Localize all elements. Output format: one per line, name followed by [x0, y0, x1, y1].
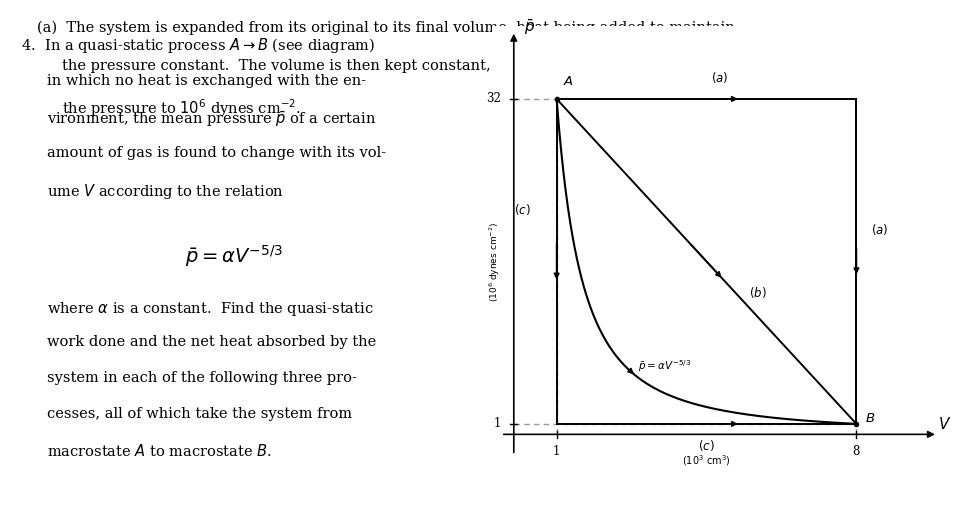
Text: amount of gas is found to change with its vol-: amount of gas is found to change with it…	[47, 146, 386, 160]
Text: in which no heat is exchanged with the en-: in which no heat is exchanged with the e…	[47, 74, 366, 88]
Text: the pressure to $10^6$ dynes cm$^{-2}$.: the pressure to $10^6$ dynes cm$^{-2}$.	[62, 97, 301, 119]
Text: $(10^3\ \mathrm{cm}^3)$: $(10^3\ \mathrm{cm}^3)$	[682, 453, 731, 468]
Text: macrostate $A$ to macrostate $B$.: macrostate $A$ to macrostate $B$.	[47, 443, 272, 459]
Text: $(a)$: $(a)$	[711, 70, 728, 86]
Text: $\bar{p} = \alpha V^{-5/3}$: $\bar{p} = \alpha V^{-5/3}$	[638, 358, 691, 374]
Text: cesses, all of which take the system from: cesses, all of which take the system fro…	[47, 407, 352, 421]
Text: 8: 8	[853, 445, 860, 458]
Text: $(c)$: $(c)$	[698, 437, 715, 453]
Text: (a)  The system is expanded from its original to its final volume, heat being ad: (a) The system is expanded from its orig…	[37, 20, 735, 35]
Text: $\bar{p} = \alpha V^{-5/3}$: $\bar{p} = \alpha V^{-5/3}$	[185, 243, 284, 269]
Text: $A$: $A$	[563, 75, 574, 89]
Text: 4.  In a quasi-static process $A \rightarrow B$ (see diagram): 4. In a quasi-static process $A \rightar…	[21, 36, 375, 55]
Text: $\bar{p}$: $\bar{p}$	[525, 18, 535, 37]
Text: $(a)$: $(a)$	[872, 223, 889, 238]
Text: $(c)$: $(c)$	[514, 202, 531, 217]
Text: 32: 32	[487, 93, 501, 105]
Text: 1: 1	[493, 417, 501, 431]
Text: the pressure constant.  The volume is then kept constant, and heat is extracted : the pressure constant. The volume is the…	[62, 59, 728, 73]
Text: $V$: $V$	[938, 416, 951, 432]
Text: ume $V$ according to the relation: ume $V$ according to the relation	[47, 182, 284, 201]
Text: system in each of the following three pro-: system in each of the following three pr…	[47, 371, 357, 385]
Text: $B$: $B$	[865, 412, 876, 425]
Text: vironment, the mean pressure $\bar{p}$ of a certain: vironment, the mean pressure $\bar{p}$ o…	[47, 110, 376, 129]
Text: $(10^6\ \mathrm{dynes\ cm^{-2}})$: $(10^6\ \mathrm{dynes\ cm^{-2}})$	[488, 221, 502, 302]
Text: $(b)$: $(b)$	[750, 285, 767, 301]
Text: where $\alpha$ is a constant.  Find the quasi-static: where $\alpha$ is a constant. Find the q…	[47, 300, 373, 317]
Text: 1: 1	[553, 445, 561, 458]
Text: work done and the net heat absorbed by the: work done and the net heat absorbed by t…	[47, 335, 376, 349]
